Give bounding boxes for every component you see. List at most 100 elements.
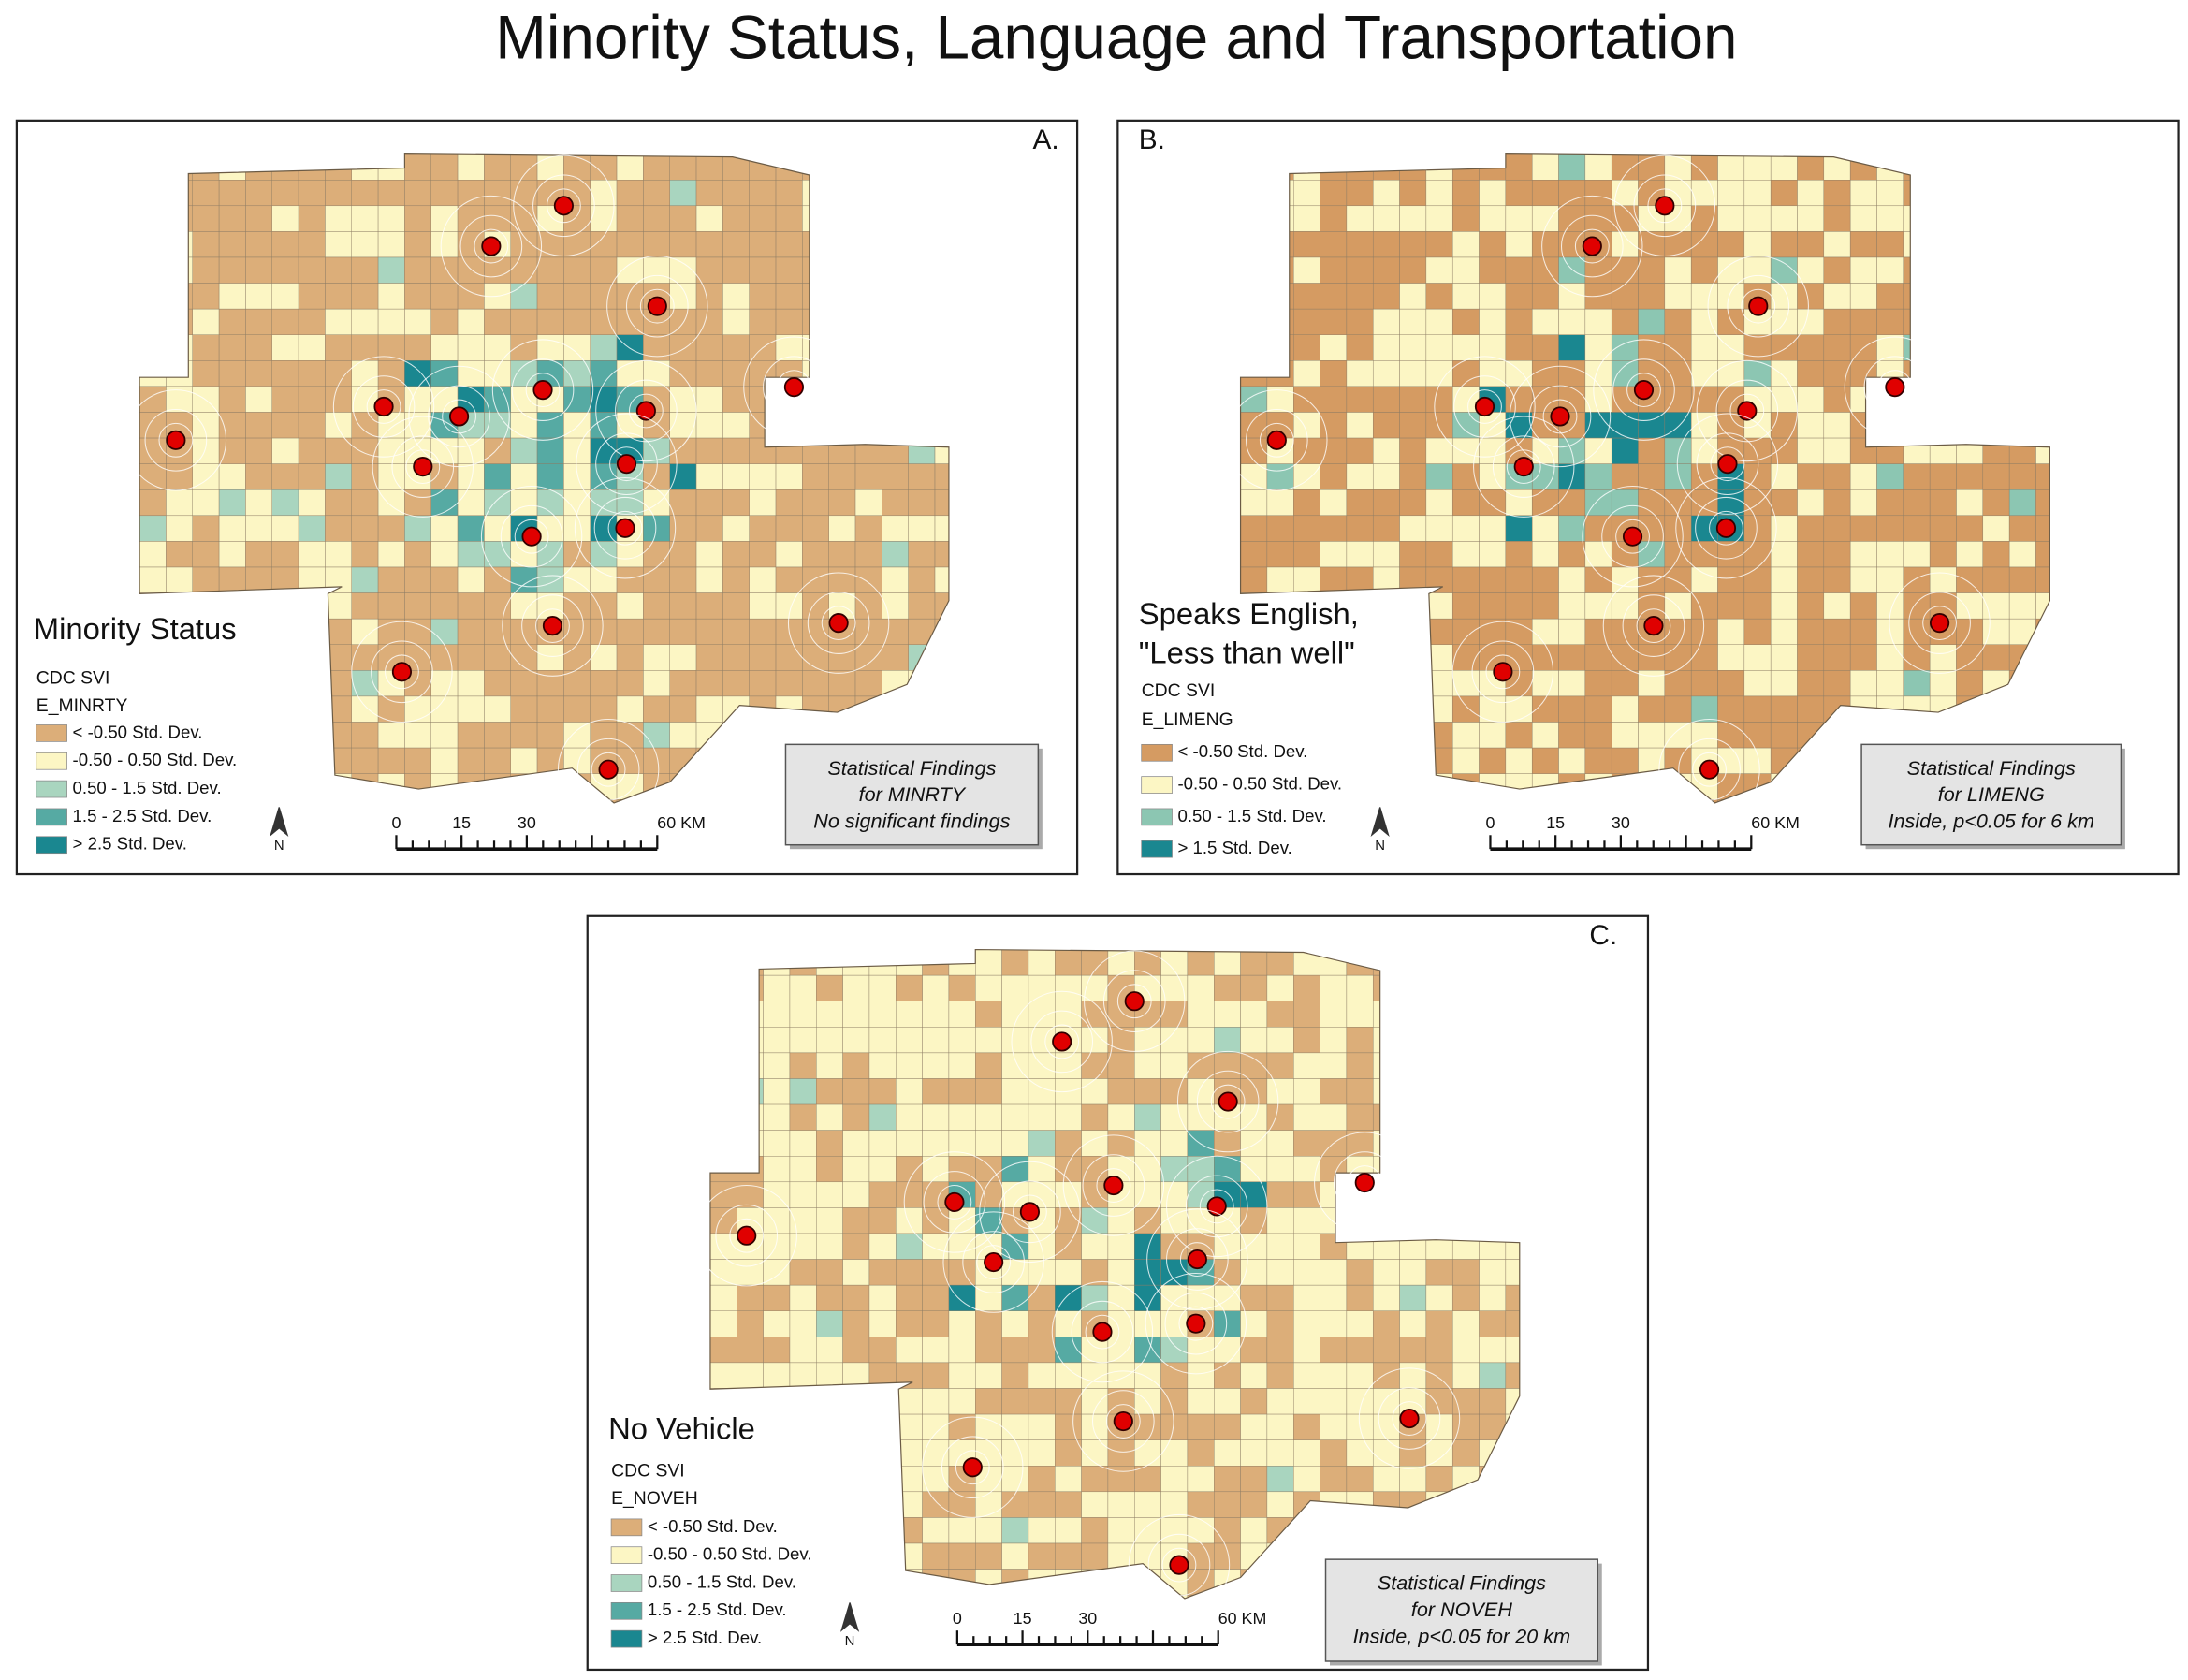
tract <box>1743 489 1772 517</box>
tract <box>1717 231 1745 258</box>
tract <box>948 1052 976 1079</box>
buffer-ring <box>405 449 441 485</box>
tract <box>271 283 299 310</box>
tract <box>1292 1130 1320 1157</box>
tract <box>590 283 618 310</box>
tract <box>1320 1388 1348 1415</box>
buffer-ring <box>1378 1387 1441 1450</box>
tract <box>1823 618 1851 645</box>
tract <box>1320 515 1348 542</box>
tract <box>1292 334 1320 361</box>
tract <box>1055 1130 1082 1157</box>
tract <box>430 592 459 620</box>
tract <box>1479 722 1507 749</box>
tract <box>536 644 564 671</box>
tract <box>1372 515 1400 542</box>
tract <box>1558 489 1586 517</box>
tract <box>1823 412 1851 439</box>
tract <box>377 179 405 207</box>
tract <box>1849 256 1877 284</box>
tract <box>669 360 697 387</box>
tract <box>1876 256 1904 284</box>
tract <box>1160 1413 1189 1440</box>
tract <box>1451 1284 1480 1311</box>
tract <box>1001 1078 1029 1105</box>
tract <box>484 153 511 181</box>
tract <box>1770 231 1798 258</box>
tract <box>377 437 405 464</box>
buffer-ring <box>1582 485 1684 588</box>
tract <box>590 618 618 645</box>
tract <box>484 670 511 697</box>
tract <box>1743 592 1772 620</box>
tract <box>1001 1103 1029 1131</box>
buffer-ring <box>1574 228 1610 264</box>
buffer-ring <box>1692 752 1727 787</box>
tract <box>1611 412 1639 439</box>
tract <box>1982 566 2010 593</box>
tract <box>1876 283 1904 310</box>
tract <box>1849 283 1877 310</box>
tract <box>351 256 379 284</box>
tract <box>1399 1439 1427 1467</box>
tract <box>896 1078 923 1105</box>
tract <box>1797 541 1825 568</box>
scale-label: 0 <box>1485 813 1495 832</box>
tract <box>1346 334 1374 361</box>
tract <box>1823 205 1851 232</box>
tract <box>1451 231 1480 258</box>
tract <box>749 541 777 568</box>
tract <box>484 308 511 335</box>
tract <box>749 618 777 645</box>
tract <box>975 1413 1002 1440</box>
tract <box>1876 618 1904 645</box>
findings-text: for NOVEH <box>1411 1598 1512 1621</box>
tract <box>842 1001 870 1028</box>
tract <box>1690 618 1718 645</box>
buffer-ring <box>1615 519 1650 554</box>
tract <box>1664 670 1692 697</box>
tract <box>1558 463 1586 490</box>
tract <box>1479 1310 1507 1337</box>
tract <box>1214 949 1241 976</box>
tract <box>1028 1413 1056 1440</box>
site-marker <box>1493 662 1513 682</box>
tract <box>1214 1362 1241 1389</box>
tract <box>1081 1233 1109 1260</box>
tract <box>1187 1001 1215 1028</box>
tract <box>1292 1052 1320 1079</box>
tract <box>1001 949 1029 976</box>
tract <box>896 1310 923 1337</box>
tract <box>709 1362 737 1389</box>
buffer-ring <box>1105 1404 1141 1439</box>
tract <box>722 412 750 439</box>
site-marker <box>984 1251 1004 1273</box>
tract <box>1292 1027 1320 1054</box>
tract <box>1372 205 1400 232</box>
tract <box>1055 1156 1082 1183</box>
tract <box>1240 1362 1268 1389</box>
findings-text: for LIMENG <box>1938 782 2045 806</box>
tract <box>1081 1207 1109 1234</box>
tract <box>1956 618 1984 645</box>
buffer-ring <box>332 356 435 458</box>
tract <box>404 360 431 387</box>
tract <box>842 1337 870 1364</box>
tract <box>1134 1337 1161 1364</box>
tract <box>1479 1362 1507 1389</box>
tract <box>842 1233 870 1260</box>
tract <box>1240 541 1268 568</box>
tract <box>536 283 564 310</box>
tract <box>1770 437 1798 464</box>
tract <box>789 1130 817 1157</box>
tract <box>457 256 485 284</box>
buffer-ring <box>1707 255 1809 358</box>
tract <box>271 386 299 413</box>
buffer-ring <box>1601 504 1664 568</box>
buffer-ring <box>158 422 194 458</box>
tract <box>1028 1337 1056 1364</box>
tract <box>1717 695 1745 723</box>
tract <box>816 1078 843 1105</box>
buffer-ring <box>1196 1070 1260 1133</box>
tract <box>271 231 299 258</box>
